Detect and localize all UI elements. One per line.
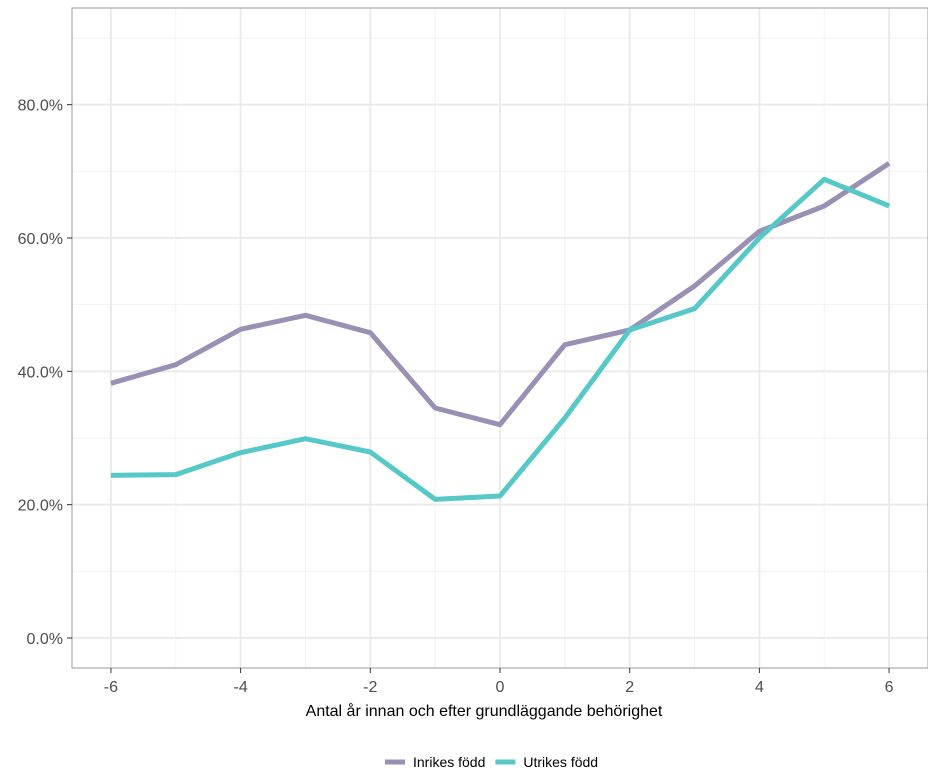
series-lines xyxy=(110,161,891,502)
y-tick-label: 20.0% xyxy=(18,498,63,515)
y-tick-label: 40.0% xyxy=(18,364,63,381)
legend-label-1: Inrikes född xyxy=(413,754,485,770)
legend-label-2: Utrikes född xyxy=(523,754,598,770)
x-tick-label: 2 xyxy=(625,679,634,696)
x-axis: -6 -4 -2 0 2 4 6 xyxy=(104,668,894,696)
x-tick-label: -4 xyxy=(233,679,247,696)
y-axis: 0.0% 20.0% 40.0% 60.0% 80.0% xyxy=(18,98,72,648)
y-tick-label: 0.0% xyxy=(27,631,63,648)
series-line-1 xyxy=(110,161,891,428)
x-tick-label: 4 xyxy=(755,679,764,696)
legend: Inrikes född Utrikes född xyxy=(385,754,598,770)
y-tick-label: 80.0% xyxy=(18,98,63,115)
x-tick-label: 0 xyxy=(496,679,505,696)
series-line-2 xyxy=(110,176,891,502)
grid-major xyxy=(72,8,928,668)
x-tick-label: -2 xyxy=(363,679,377,696)
x-tick-label: -6 xyxy=(104,679,118,696)
y-tick-label: 60.0% xyxy=(18,231,63,248)
x-tick-label: 6 xyxy=(885,679,894,696)
x-axis-title: Antal år innan och efter grundläggande b… xyxy=(306,702,663,720)
